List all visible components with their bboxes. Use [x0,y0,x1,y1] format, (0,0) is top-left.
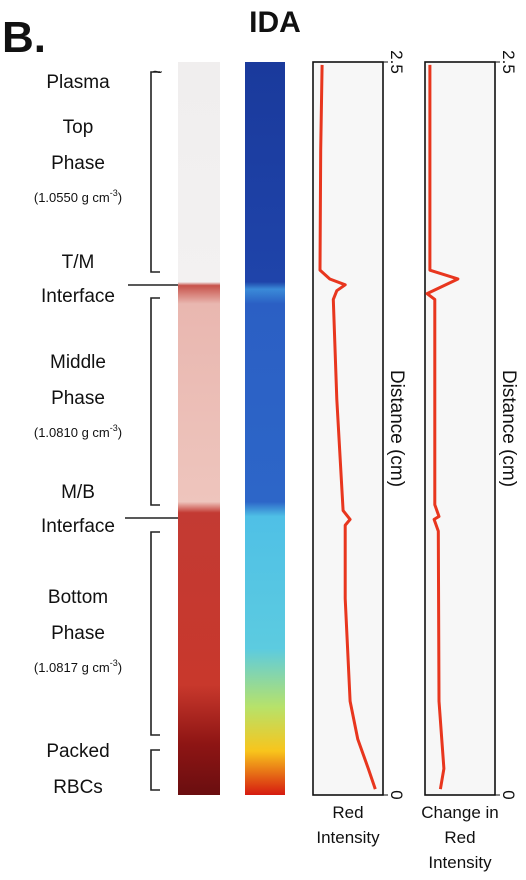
density-sup: -3 [110,188,118,198]
density-text: (1.0550 g cm [34,190,110,205]
density-close: ) [118,190,122,205]
phase-label: Interface [41,516,115,537]
phase-label: Packed [46,741,109,762]
density-text: (1.0817 g cm [34,660,110,675]
title: IDA [249,6,301,39]
profile-line [318,64,377,790]
density-close: ) [118,425,122,440]
x-axis-label: Red [332,803,363,822]
tube-heatmap [245,62,285,795]
y-tick-label: 0 [499,790,518,799]
phase-label: Top [63,117,94,138]
phase-label: Middle [50,352,106,373]
y-axis-label: Distance (cm) [498,370,519,487]
brackets [125,71,178,791]
x-axis-label: Change in [421,803,499,822]
phase-label: T/M [62,252,95,273]
x-axis-label: Red [444,828,475,847]
y-tick-label: 2.5 [387,50,406,74]
phase-label: RBCs [53,777,103,798]
phase-label: Interface [41,286,115,307]
plot-frame [424,61,496,796]
panel-label: B. [2,13,46,62]
phase-label: M/B [61,482,95,503]
tube-photo [178,62,220,795]
density-close: ) [118,660,122,675]
density-label: (1.0550 g cm-3) [34,188,122,205]
profile-line [425,64,460,790]
density-sup: -3 [110,658,118,668]
y-tick-label: 2.5 [499,50,518,74]
y-axis-label: Distance (cm) [386,370,407,487]
x-axis-label: Intensity [428,853,492,872]
density-label: (1.0810 g cm-3) [34,423,122,440]
phase-label: Phase [51,388,105,409]
y-tick-label: 0 [387,790,406,799]
density-sup: -3 [110,423,118,433]
density-text: (1.0810 g cm [34,425,110,440]
phase-label: Plasma [46,72,110,93]
phase-label: Phase [51,623,105,644]
density-label: (1.0817 g cm-3) [34,658,122,675]
phase-label: Bottom [48,587,108,608]
x-axis-label: Intensity [316,828,380,847]
phase-label: Phase [51,153,105,174]
